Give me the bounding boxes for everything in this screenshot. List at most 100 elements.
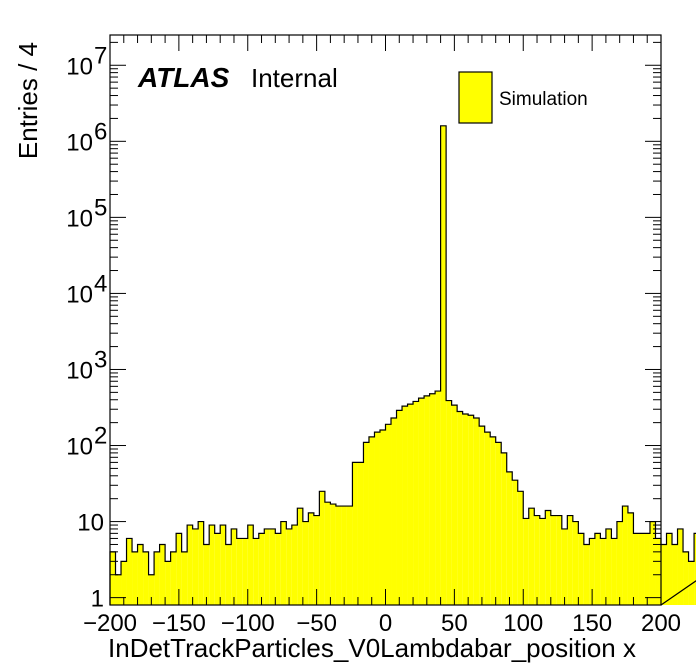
histogram-bar — [402, 406, 408, 605]
y-tick-exponent: 6 — [94, 118, 107, 145]
x-tick-label: 100 — [503, 610, 543, 637]
histogram-bar — [280, 521, 287, 605]
histogram-bar — [556, 515, 562, 605]
histogram-bar — [413, 401, 419, 605]
histogram-bar — [517, 491, 524, 605]
histogram-bar — [291, 525, 298, 605]
histogram-bar — [324, 502, 331, 605]
histogram-bar — [661, 544, 667, 605]
histogram-bar — [468, 415, 474, 605]
y-tick-label: 10 — [77, 510, 104, 537]
histogram-bar — [192, 528, 199, 605]
histogram-bar — [506, 471, 513, 605]
histogram-bar — [170, 551, 177, 605]
histogram-bar — [341, 506, 347, 605]
y-tick-label: 10 — [66, 205, 93, 232]
histogram-bar — [379, 430, 386, 605]
histogram-bar — [297, 508, 303, 605]
histogram-bar — [567, 515, 573, 605]
histogram-bar — [346, 506, 353, 605]
histogram-bar — [462, 413, 469, 605]
histogram-bar — [578, 533, 584, 605]
histogram-bar — [126, 538, 133, 605]
y-tick-exponent: 3 — [94, 346, 107, 373]
y-tick-exponent: 7 — [94, 42, 107, 69]
histogram-bar — [335, 506, 342, 605]
histogram-bar — [572, 521, 579, 605]
histogram-bar — [302, 521, 309, 605]
histogram-bar — [638, 533, 645, 605]
histogram-bar — [209, 525, 215, 605]
histogram-bar — [633, 533, 639, 605]
histogram-bars — [109, 125, 696, 606]
histogram-bar — [385, 424, 392, 605]
histogram-bar — [231, 528, 237, 605]
histogram-bar — [550, 515, 557, 605]
histogram-bar — [683, 551, 689, 605]
histogram-bar — [611, 538, 617, 605]
histogram-bar — [446, 400, 452, 605]
histogram-bar — [495, 442, 502, 605]
histogram-bar — [396, 410, 403, 605]
atlas-label: ATLAS — [137, 62, 230, 93]
histogram-bar — [165, 561, 171, 605]
histogram-bar — [214, 533, 221, 605]
histogram-bar — [319, 491, 325, 605]
histogram-bar — [137, 544, 144, 605]
histogram-bar — [132, 551, 138, 605]
histogram-bar — [407, 404, 414, 605]
y-tick-label: 10 — [66, 281, 93, 308]
y-tick-exponent: 4 — [94, 270, 107, 297]
histogram-bar — [368, 436, 375, 605]
histogram-bar — [148, 574, 155, 605]
histogram-bar — [677, 528, 684, 605]
histogram-bar — [490, 436, 496, 605]
histogram-bar — [484, 432, 491, 605]
y-tick-exponent: 2 — [94, 423, 107, 450]
histogram-bar — [220, 525, 226, 605]
histogram-bar — [440, 125, 447, 605]
x-axis-title: InDetTrackParticles_V0Lambdabar_position… — [108, 633, 636, 663]
y-axis-title: Entries / 4 — [13, 42, 43, 159]
histogram-bar — [159, 544, 166, 605]
histogram-bar — [247, 525, 254, 605]
histogram-bar — [110, 551, 116, 605]
histogram-bar — [176, 533, 182, 605]
y-tick-label: 10 — [66, 129, 93, 156]
histogram-bar — [435, 391, 441, 605]
x-tick-label: −50 — [296, 610, 337, 637]
histogram-bar — [589, 538, 595, 605]
x-tick-label: 0 — [379, 610, 392, 637]
histogram-bar — [501, 452, 507, 605]
histogram-bar — [694, 533, 696, 605]
axes — [109, 34, 662, 606]
histogram-bar — [655, 538, 661, 605]
histogram-bar — [181, 551, 188, 605]
histogram-bar — [534, 515, 540, 605]
histogram-bar — [225, 544, 232, 605]
histogram-bar — [523, 518, 529, 605]
histogram-bar — [308, 512, 314, 605]
x-tick-label: 200 — [641, 610, 681, 637]
histogram-bar — [253, 538, 259, 605]
histogram-bar — [424, 395, 430, 605]
histogram-bar — [451, 405, 458, 605]
histogram-bar — [616, 521, 623, 605]
histogram-bar — [313, 515, 320, 605]
x-tick-label: −150 — [152, 610, 206, 637]
histogram-bar — [330, 504, 336, 605]
histogram-bar — [561, 528, 568, 605]
histogram-bar — [187, 525, 193, 605]
histogram-bar — [600, 538, 606, 605]
histogram-bar — [203, 544, 210, 605]
histogram-bar — [198, 521, 204, 605]
histogram-bar — [688, 561, 695, 605]
y-tick-label: 10 — [66, 53, 93, 80]
histogram-bar — [121, 561, 127, 605]
histogram-bar — [258, 533, 265, 605]
histogram-bar — [644, 533, 650, 605]
histogram-bar — [363, 442, 369, 605]
histogram-bar — [583, 544, 590, 605]
x-tick-label: 50 — [441, 610, 468, 637]
